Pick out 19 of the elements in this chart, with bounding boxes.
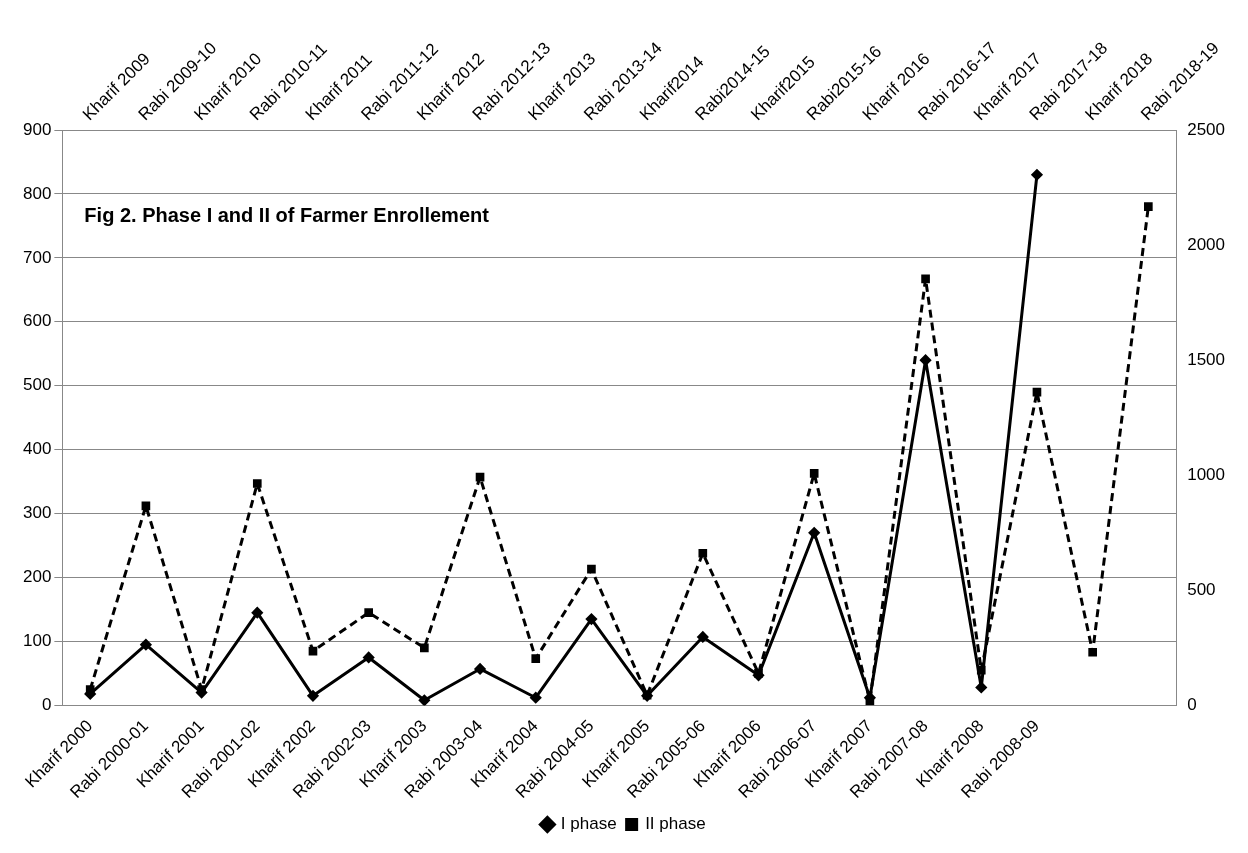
legend-label: II phase (645, 814, 706, 834)
y-tick-label: 700 (22, 247, 52, 267)
y-tick-label: 300 (22, 503, 52, 523)
y-tick-label: 100 (22, 631, 52, 651)
y-tick-label: 600 (22, 311, 52, 331)
text: Fig 2. Phase I and II of Farmer Enrollement (84, 203, 490, 226)
y-tick-label: 900 (22, 119, 52, 139)
legend-label: I phase (560, 814, 617, 834)
y-tick-label: 200 (22, 567, 52, 587)
y2-tick-label: 1500 (1187, 349, 1226, 369)
y2-tick-label: 2000 (1187, 234, 1226, 254)
y-tick-label: 400 (22, 439, 52, 459)
y2-tick-label: 1000 (1187, 464, 1226, 484)
y2-tick-label: 0 (1187, 695, 1197, 715)
y-tick-label: 500 (22, 375, 52, 395)
y-tick-label: 800 (22, 183, 52, 203)
y2-tick-label: 2500 (1187, 119, 1226, 139)
y-tick-label: 0 (41, 695, 52, 715)
y2-tick-label: 500 (1187, 580, 1216, 600)
